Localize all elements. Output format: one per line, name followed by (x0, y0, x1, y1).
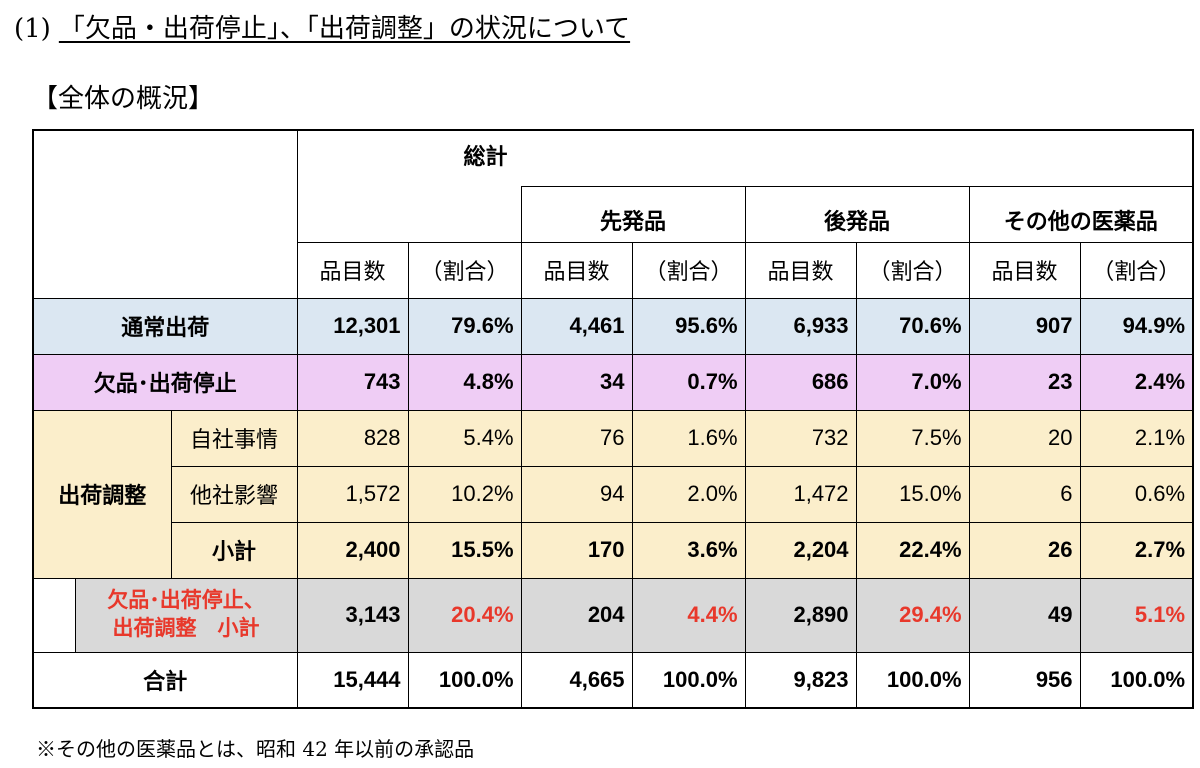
footnote: ※その他の医薬品とは、昭和 42 年以前の承認品 (36, 737, 475, 761)
overview-heading: 【全体の概況】 (32, 84, 215, 114)
cell-value-highlight: 20.4% (407, 577, 522, 653)
header-ratio: （割合） (855, 241, 970, 299)
cell-value: 1.6% (631, 409, 746, 467)
cell-value: 2.7% (1079, 521, 1194, 579)
cell-value: 15.5% (407, 521, 522, 579)
cell-value: 76 (520, 409, 633, 467)
cell-value: 100.0% (1079, 651, 1194, 709)
cell-value: 0.7% (631, 353, 746, 411)
cell-value: 22.4% (855, 521, 970, 579)
header-ratio: （割合） (631, 241, 746, 299)
cell-value: 15.0% (855, 465, 970, 523)
cell-value: 3.6% (631, 521, 746, 579)
table-row-combo: 欠品･出荷停止、 出荷調整 小計 3,143 20.4% 204 4.4% 2,… (32, 577, 1194, 653)
header-total: 総計 (296, 129, 1194, 186)
header-group-brand: 先発品 (520, 185, 746, 243)
row-sublabel: 自社事情 (170, 409, 298, 467)
cell-value: 4,665 (520, 651, 633, 709)
cell-value: 170 (520, 521, 633, 579)
header-count: 品目数 (744, 241, 857, 299)
cell-value: 6,933 (744, 297, 857, 355)
cell-value: 956 (968, 651, 1081, 709)
header-ratio: （割合） (1079, 241, 1194, 299)
cell-value-highlight: 29.4% (855, 577, 970, 653)
cell-value: 828 (296, 409, 409, 467)
table-row-ketsu: 欠品･出荷停止 743 4.8% 34 0.7% 686 7.0% 23 2.4… (32, 353, 1194, 411)
cell-value: 743 (296, 353, 409, 411)
row-label-total: 合計 (32, 651, 298, 709)
cell-value: 79.6% (407, 297, 522, 355)
row-label-ketsu: 欠品･出荷停止 (32, 353, 298, 411)
cell-value: 100.0% (407, 651, 522, 709)
cell-value: 4.8% (407, 353, 522, 411)
cell-value: 2,400 (296, 521, 409, 579)
cell-value: 3,143 (296, 577, 409, 653)
cell-value: 94 (520, 465, 633, 523)
cell-value: 23 (968, 353, 1081, 411)
section-heading: (1) 「欠品・出荷停止」、「出荷調整」の状況について (14, 8, 630, 45)
row-label-normal: 通常出荷 (32, 297, 298, 355)
cell-value-highlight: 4.4% (631, 577, 746, 653)
header-total-spacer (296, 186, 522, 243)
cell-value: 95.6% (631, 297, 746, 355)
table-row-adjust-subtotal: 小計 2,400 15.5% 170 3.6% 2,204 22.4% 26 2… (33, 521, 1194, 579)
cell-value-highlight: 5.1% (1079, 577, 1194, 653)
section-number: (1) (14, 14, 51, 44)
cell-value: 2.0% (631, 465, 746, 523)
row-label-combo: 欠品･出荷停止、 出荷調整 小計 (74, 577, 298, 653)
cell-value: 34 (520, 353, 633, 411)
header-ratio: （割合） (407, 241, 522, 299)
cell-value: 15,444 (296, 651, 409, 709)
cell-value: 204 (520, 577, 633, 653)
table-row-adjust-own: 出荷調整 自社事情 828 5.4% 76 1.6% 732 7.5% 20 2… (32, 409, 1194, 579)
header-count: 品目数 (520, 241, 633, 299)
cell-value: 2,204 (744, 521, 857, 579)
cell-value: 100.0% (631, 651, 746, 709)
table-row-adjust-other: 他社影響 1,572 10.2% 94 2.0% 1,472 15.0% 6 0… (33, 465, 1194, 523)
cell-value: 732 (744, 409, 857, 467)
cell-value: 26 (968, 521, 1081, 579)
cell-value: 94.9% (1079, 297, 1194, 355)
cell-value: 1,472 (744, 465, 857, 523)
cell-value: 7.5% (855, 409, 970, 467)
cell-value: 2.1% (1079, 409, 1194, 467)
cell-value: 7.0% (855, 353, 970, 411)
cell-value: 2,890 (744, 577, 857, 653)
header-group-other: その他の医薬品 (968, 185, 1194, 243)
table-corner (32, 129, 298, 299)
row-sublabel: 小計 (170, 521, 298, 579)
cell-value: 10.2% (407, 465, 522, 523)
cell-value: 907 (968, 297, 1081, 355)
cell-value: 6 (968, 465, 1081, 523)
cell-value: 9,823 (744, 651, 857, 709)
table-row-total: 合計 15,444 100.0% 4,665 100.0% 9,823 100.… (32, 651, 1194, 709)
cell-value: 49 (968, 577, 1081, 653)
row-label-adjust: 出荷調整 (32, 409, 172, 579)
header-count: 品目数 (968, 241, 1081, 299)
cell-value: 5.4% (407, 409, 522, 467)
combo-label-line2: 出荷調整 小計 (112, 617, 260, 640)
cell-value: 12,301 (296, 297, 409, 355)
cell-value: 100.0% (855, 651, 970, 709)
cell-value: 70.6% (855, 297, 970, 355)
overview-table: 総計 先発品 後発品 その他の医薬品 品目数 （割合） 品目数 （割合） 品目数… (32, 129, 1195, 709)
table-row-normal: 通常出荷 12,301 79.6% 4,461 95.6% 6,933 70.6… (32, 297, 1194, 355)
section-title: 「欠品・出荷停止」、「出荷調整」の状況について (58, 14, 631, 44)
header-group-generic: 後発品 (744, 185, 970, 243)
cell-value: 1,572 (296, 465, 409, 523)
cell-value: 20 (968, 409, 1081, 467)
cell-value: 686 (744, 353, 857, 411)
cell-value: 2.4% (1079, 353, 1194, 411)
combo-indent (32, 577, 76, 653)
combo-label-line1: 欠品･出荷停止、 (107, 589, 265, 612)
cell-value: 0.6% (1079, 465, 1194, 523)
row-sublabel: 他社影響 (170, 465, 298, 523)
header-count: 品目数 (296, 241, 409, 299)
cell-value: 4,461 (520, 297, 633, 355)
